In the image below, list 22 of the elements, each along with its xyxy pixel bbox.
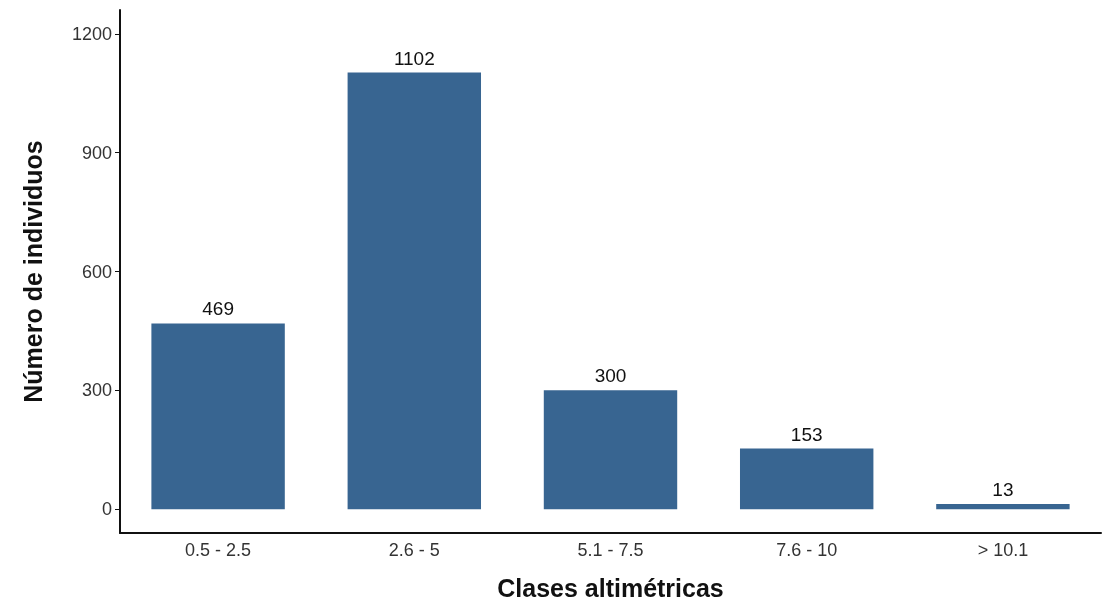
x-tick-label: 7.6 - 10 — [776, 540, 838, 560]
data-label: 13 — [992, 479, 1014, 501]
y-tick-label: 900 — [81, 142, 112, 163]
bar — [936, 504, 1070, 510]
data-label: 1102 — [393, 47, 435, 69]
bar — [543, 390, 678, 510]
x-tick-label: > 10.1 — [977, 540, 1029, 560]
x-tick-label: 0.5 - 2.5 — [185, 540, 252, 560]
bar — [151, 323, 285, 510]
data-label: 469 — [202, 298, 234, 320]
bar — [347, 72, 482, 510]
x-tick-label: 5.1 - 7.5 — [577, 540, 644, 560]
x-axis-title: Clases altimétricas — [497, 573, 724, 602]
y-tick-label: 1200 — [71, 23, 112, 44]
y-tick-label: 0 — [101, 499, 112, 520]
x-tick-label: 2.6 - 5 — [388, 540, 440, 560]
y-tick-label: 600 — [81, 261, 112, 282]
y-tick-label: 300 — [81, 380, 112, 401]
data-label: 153 — [790, 423, 823, 445]
y-axis-title: Número de individuos — [18, 140, 47, 403]
bar — [739, 448, 874, 510]
data-label: 300 — [594, 365, 627, 387]
